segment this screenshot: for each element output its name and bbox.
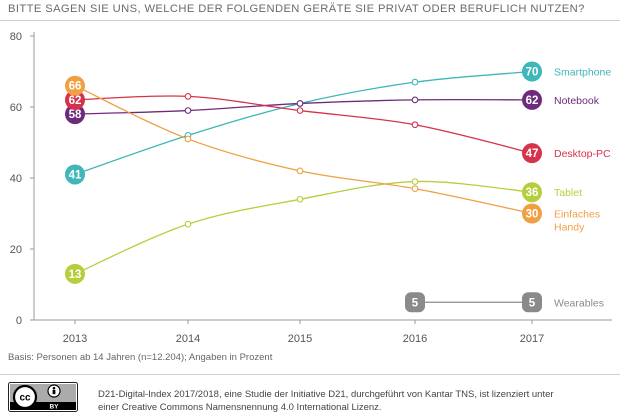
series-label-notebook: Notebook (554, 95, 600, 107)
x-tick-label: 2016 (403, 333, 427, 345)
chart-title: BITTE SAGEN SIE UNS, WELCHE DER FOLGENDE… (8, 3, 585, 15)
data-point-notebook (411, 96, 419, 104)
series-line-smartphone (74, 70, 533, 176)
data-point-notebook (296, 100, 304, 107)
value-badge-end-notebook (522, 89, 542, 110)
footnote: Basis: Personen ab 14 Jahren (n=12.204);… (8, 352, 273, 363)
series-label-wearables: Wearables (554, 297, 604, 309)
y-tick-label: 60 (10, 102, 22, 114)
attribution-body (52, 390, 56, 395)
value-badge-start-smartphone (65, 164, 85, 185)
value-label-end-wearables: 5 (529, 297, 536, 309)
x-tick-label: 2014 (176, 333, 200, 345)
data-point-einfaches-handy (411, 185, 419, 192)
data-point-einfaches-handy (296, 167, 304, 175)
series-label-einfaches-handy: Einfaches Handy (554, 209, 600, 234)
x-tick-label: 2015 (288, 333, 312, 345)
y-tick-label: 20 (10, 244, 22, 256)
value-label-start-desktop-pc: 62 (69, 95, 82, 107)
y-tick-label: 40 (10, 173, 22, 185)
series-label-line: Notebook (554, 95, 600, 107)
value-badge-end-tablet (522, 182, 542, 203)
series-label-line: Smartphone (554, 67, 611, 79)
series-label-line: Desktop-PC (554, 148, 611, 160)
series-label-desktop-pc: Desktop-PC (554, 148, 611, 160)
value-label-end-tablet: 36 (526, 187, 539, 199)
data-point-desktop-pc (411, 121, 419, 129)
series-line-notebook (74, 98, 533, 115)
series-labels: Smartphone Notebook Desktop-PC Tablet Einfac… (554, 67, 611, 310)
value-label-end-desktop-pc: 47 (526, 148, 539, 160)
y-tick-label: 80 (10, 31, 22, 43)
creative-commons-badge[interactable]: cc BY (8, 382, 78, 412)
series-label-tablet: Tablet (554, 187, 582, 199)
value-label-start-einfaches-handy: 66 (69, 81, 82, 93)
series-line-desktop-pc (74, 95, 533, 154)
value-badge-end-smartphone (522, 61, 542, 82)
value-badge-start-wearables (405, 292, 425, 313)
series-points (184, 78, 419, 228)
x-tick-label: 2013 (63, 333, 87, 345)
value-badge-start-einfaches-handy (65, 75, 85, 96)
series-line-tablet (74, 180, 533, 275)
value-label-start-wearables: 5 (412, 297, 419, 309)
y-tick-label: 0 (16, 315, 22, 327)
value-badge-end-desktop-pc (522, 143, 542, 164)
data-point-smartphone (411, 78, 419, 86)
series-label-line: Tablet (554, 187, 582, 199)
data-point-tablet (296, 195, 304, 203)
by-text: BY (49, 404, 59, 411)
value-badge-end-einfaches-handy (522, 203, 542, 224)
value-label-end-einfaches-handy: 30 (526, 209, 539, 221)
value-label-end-smartphone: 70 (526, 67, 539, 79)
footer-divider (0, 374, 620, 375)
series-label-smartphone: Smartphone (554, 67, 611, 79)
data-point-desktop-pc (184, 92, 192, 100)
value-badge-start-notebook (65, 104, 85, 125)
value-label-end-notebook: 62 (526, 95, 539, 107)
value-badge-end-wearables (522, 292, 542, 313)
series-label-line: Einfaches (554, 209, 600, 221)
data-point-tablet (184, 220, 192, 228)
x-tick-label: 2017 (520, 333, 544, 345)
value-label-start-notebook: 58 (69, 109, 82, 121)
series-label-line: Handy (554, 222, 585, 234)
series-value-badges: 41 70 58 62 62 47 13 36 66 30 5 5 (65, 61, 542, 313)
cc-icon (12, 384, 38, 410)
series-label-line: Wearables (554, 297, 604, 309)
license-text: D21-Digital-Index 2017/2018, eine Studie… (98, 388, 618, 414)
badge-band (10, 402, 76, 410)
data-point-desktop-pc (296, 107, 304, 114)
value-label-start-tablet: 13 (69, 269, 82, 281)
value-label-start-smartphone: 41 (69, 169, 82, 181)
series-line-einfaches-handy (74, 85, 533, 215)
cc-text: cc (19, 393, 31, 404)
title-divider (0, 20, 620, 21)
license-line-1: D21-Digital-Index 2017/2018, eine Studie… (98, 389, 554, 400)
value-badge-start-desktop-pc (65, 89, 85, 110)
data-point-tablet (411, 178, 419, 185)
attribution-head (52, 386, 56, 390)
license-line-2: einer Creative Commons Namensnennung 4.0… (98, 402, 382, 413)
data-point-notebook (184, 107, 192, 114)
data-point-einfaches-handy (184, 135, 192, 143)
value-badge-start-tablet (65, 263, 85, 284)
series-lines (74, 70, 533, 303)
